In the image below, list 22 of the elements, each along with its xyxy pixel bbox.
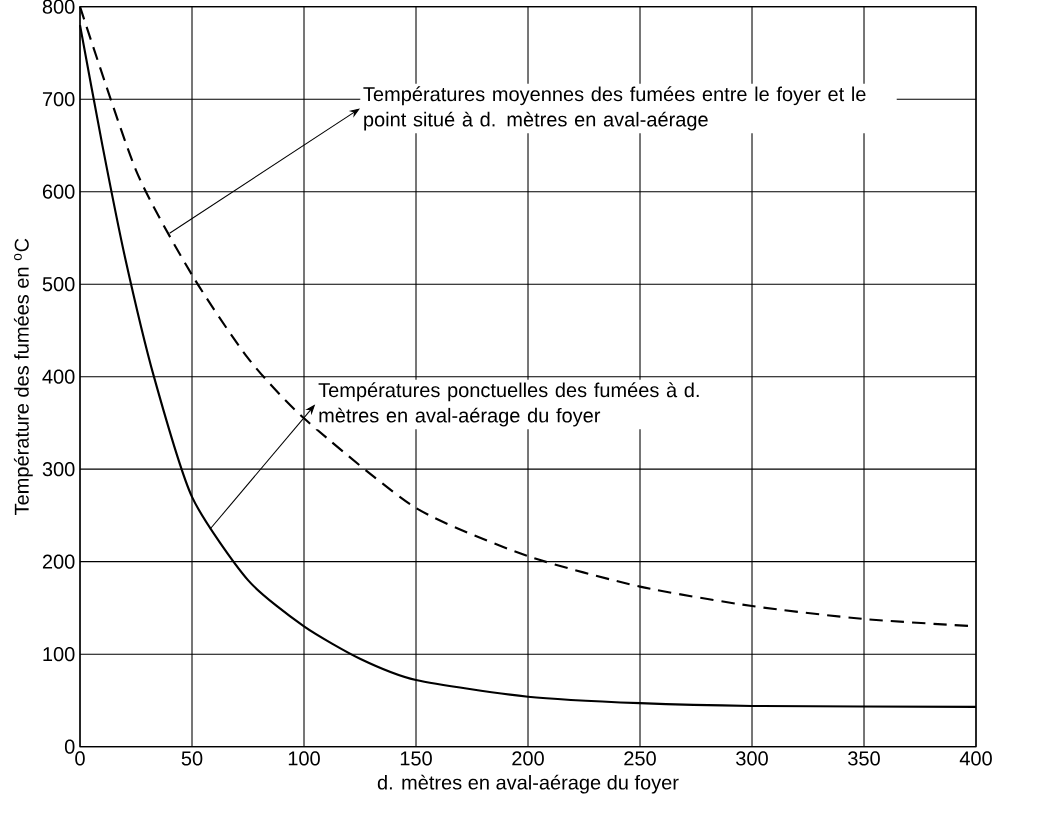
x-tick-label: 0 bbox=[75, 751, 85, 766]
y-tick-label: 500 bbox=[42, 277, 75, 292]
x-tick-label: 200 bbox=[512, 751, 544, 766]
y-tick-label: 100 bbox=[43, 647, 75, 662]
y-tick-label: 800 bbox=[42, 0, 75, 14]
y-tick-label: 200 bbox=[42, 554, 75, 569]
y-tick-label: 300 bbox=[42, 462, 75, 477]
x-tick-label: 400 bbox=[959, 751, 992, 766]
x-tick-label: 350 bbox=[848, 751, 880, 766]
x-tick-label: 100 bbox=[288, 751, 320, 766]
y-tick-label: 0 bbox=[64, 739, 75, 754]
y-tick-label: 700 bbox=[42, 92, 75, 107]
x-tick-label: 300 bbox=[736, 751, 768, 766]
x-tick-label: 50 bbox=[181, 751, 203, 766]
y-axis-title: Température des fumées en $^{o}$C bbox=[13, 238, 33, 516]
x-tick-label: 250 bbox=[624, 751, 656, 766]
y-tick-label: 600 bbox=[42, 184, 75, 199]
annotation: Températures moyennes des fumées entre le foyer et le point situé à d. mètres en aval-aérage bbox=[363, 86, 866, 131]
x-tick-label: 150 bbox=[400, 751, 432, 766]
x-axis-title: d. mètres en aval-aérage du foyer bbox=[377, 774, 679, 794]
annotation: Températures ponctuelles des fumées à d. mètres en aval-aérage du foyer bbox=[318, 382, 699, 427]
y-tick-label: 400 bbox=[42, 369, 75, 384]
